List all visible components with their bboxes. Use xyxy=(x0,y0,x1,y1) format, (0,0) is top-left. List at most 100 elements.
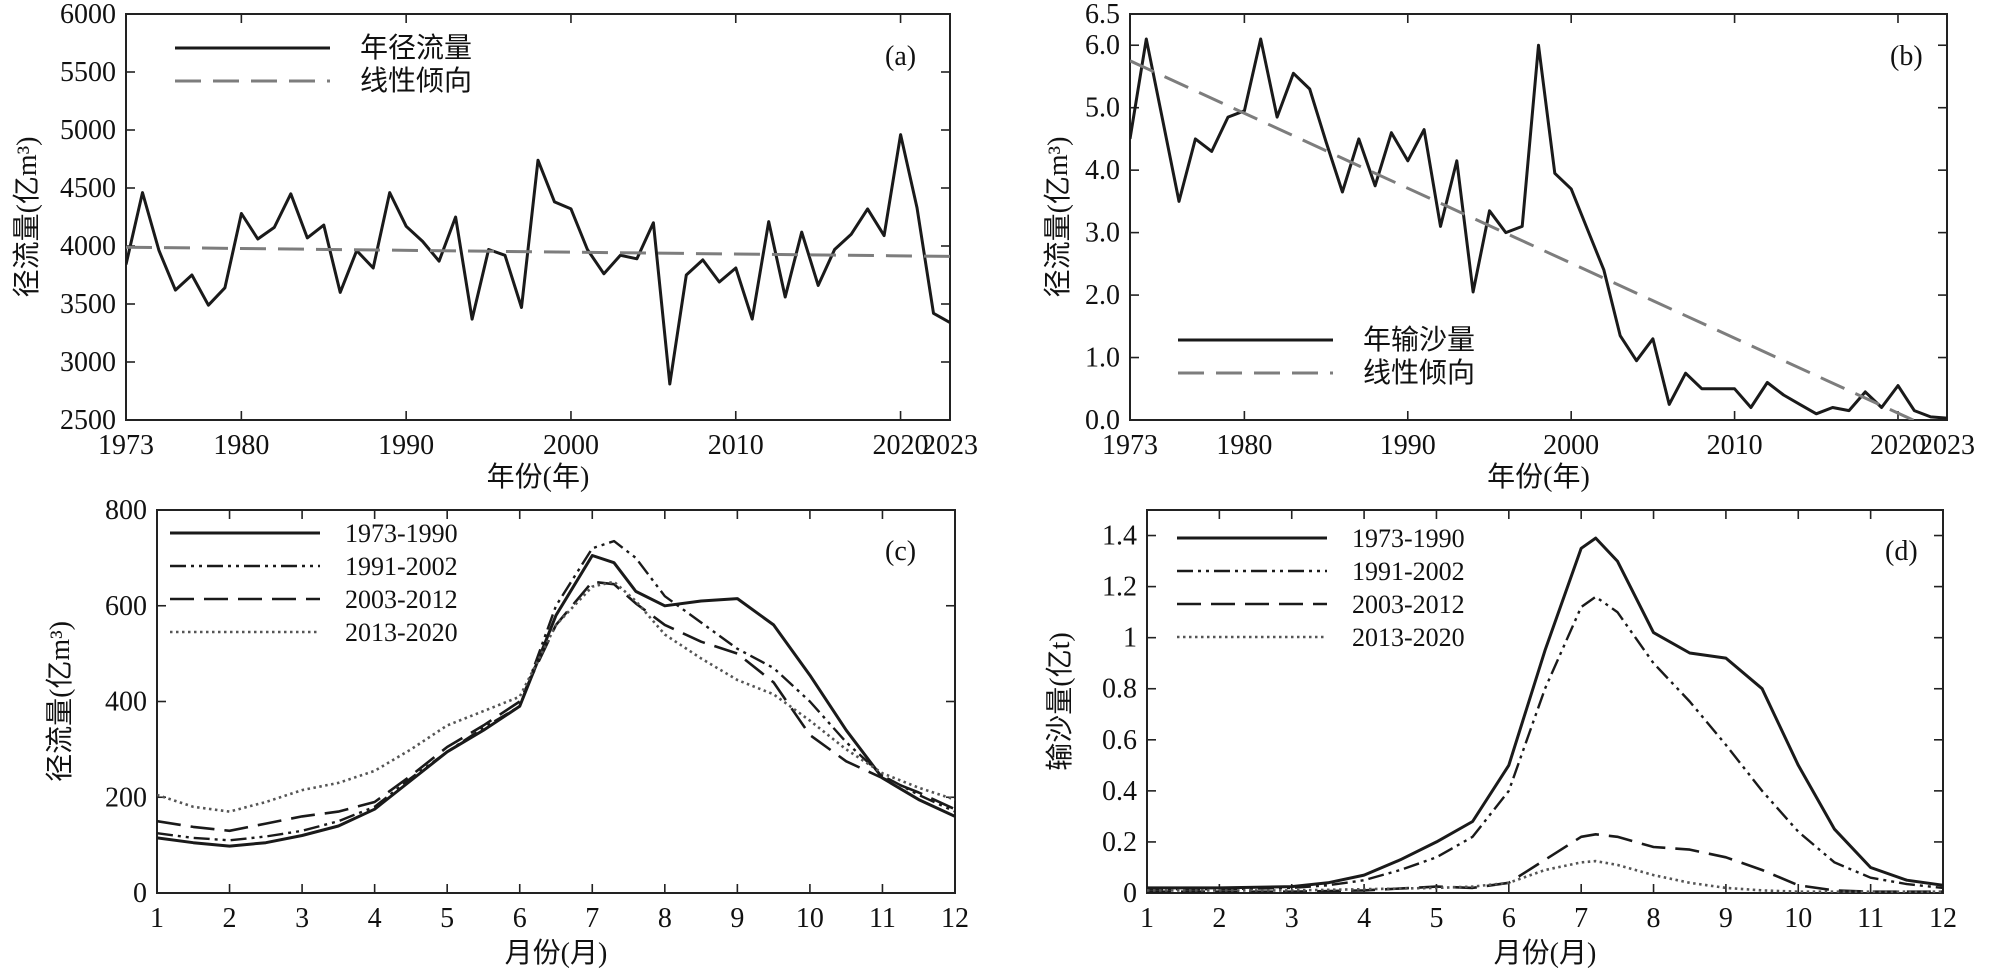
x-tick-label: 5 xyxy=(440,903,454,934)
x-axis-title: 月份(月) xyxy=(1494,937,1597,969)
legend-label: 1991-2002 xyxy=(345,552,458,581)
x-tick-label: 12 xyxy=(941,903,969,934)
y-tick-label: 400 xyxy=(105,687,147,718)
plot-frame-a xyxy=(125,13,951,421)
y-tick-label: 2.0 xyxy=(1085,280,1120,311)
x-tick-label: 1973 xyxy=(1102,430,1158,461)
plot-frame-b xyxy=(1129,13,1948,421)
y-tick-label: 600 xyxy=(105,591,147,622)
series-line-dotted xyxy=(1147,859,1943,893)
panel-label: (d) xyxy=(1885,536,1918,567)
y-tick-label: 0 xyxy=(133,878,147,909)
series-line-longdash xyxy=(1147,832,1943,893)
legend-label: 1973-1990 xyxy=(1352,524,1465,553)
x-tick-label: 10 xyxy=(1784,903,1812,934)
y-tick-label: 3.0 xyxy=(1085,218,1120,249)
x-tick-label: 11 xyxy=(869,903,896,934)
y-tick-label: 4.0 xyxy=(1085,155,1120,186)
plot-frame-d xyxy=(1146,509,1944,894)
series-line-dashed xyxy=(1130,59,1917,420)
y-tick-label: 1.4 xyxy=(1102,521,1137,552)
x-tick-label: 9 xyxy=(730,903,744,934)
x-tick-label: 12 xyxy=(1929,903,1957,934)
chart-panel-d: 00.20.40.60.811.21.41 2 3 4 5 6 7 8 9 10 11 12月份(月)… xyxy=(1044,509,1957,969)
x-tick-label: 2020 xyxy=(1870,430,1926,461)
y-tick-label: 0 xyxy=(1123,878,1137,909)
series-line-dashdotdot xyxy=(1147,595,1943,891)
legend-label: 1991-2002 xyxy=(1352,557,1465,586)
y-tick-label: 5.0 xyxy=(1085,93,1120,124)
chart-panel-b: 0.0 1.0 2.0 3.0 4.0 5.0 6.06.5 1973 1980 1990 2000… xyxy=(1042,0,1975,493)
series-line-dotted xyxy=(157,580,955,813)
series-group-c xyxy=(157,539,955,848)
x-tick-label: 1980 xyxy=(213,430,269,461)
x-axis-title: 年份(年) xyxy=(1487,461,1590,493)
x-tick-label: 2010 xyxy=(708,430,764,461)
y-tick-label: 5000 xyxy=(60,115,116,146)
x-axis-title: 年份(年) xyxy=(487,461,590,493)
y-tick-label: 3500 xyxy=(60,289,116,320)
panel-label: (a) xyxy=(885,41,916,72)
panel-label: (c) xyxy=(885,536,916,567)
chart-panel-a: 2500 3000 3500 4000 4500 5000 5500 6000 1973 1980… xyxy=(11,0,978,493)
y-tick-label: 6.5 xyxy=(1085,0,1120,30)
y-axis-title: 径流量(亿m³) xyxy=(44,621,76,782)
x-tick-label: 2 xyxy=(1212,903,1226,934)
legend-label: 1973-1990 xyxy=(345,519,458,548)
x-tick-label: 2023 xyxy=(922,430,978,461)
y-tick-label: 2500 xyxy=(60,405,116,436)
x-tick-label: 2000 xyxy=(543,430,599,461)
series-group-b xyxy=(1130,37,1947,420)
legend-label: 2013-2020 xyxy=(345,618,458,647)
x-tick-label: 6 xyxy=(513,903,527,934)
y-tick-label: 0.8 xyxy=(1102,674,1137,705)
y-tick-label: 1.0 xyxy=(1085,343,1120,374)
x-tick-label: 6 xyxy=(1502,903,1516,934)
y-tick-label: 0.2 xyxy=(1102,827,1137,858)
x-tick-label: 2010 xyxy=(1707,430,1763,461)
y-tick-label: 6.0 xyxy=(1085,30,1120,61)
y-tick-label: 1 xyxy=(1123,623,1137,654)
legend-label: 2013-2020 xyxy=(1352,623,1465,652)
x-tick-label: 2020 xyxy=(873,430,929,461)
x-tick-label: 3 xyxy=(1285,903,1299,934)
y-tick-label: 0.6 xyxy=(1102,725,1137,756)
x-tick-label: 1980 xyxy=(1216,430,1272,461)
series-line-solid xyxy=(157,554,955,848)
series-line-dashdotdot xyxy=(157,539,955,842)
x-tick-label: 1990 xyxy=(378,430,434,461)
panel-label: (b) xyxy=(1890,41,1923,72)
y-tick-label: 4500 xyxy=(60,173,116,204)
y-tick-label: 200 xyxy=(105,782,147,813)
x-tick-label: 10 xyxy=(796,903,824,934)
series-group-a xyxy=(126,133,950,386)
y-axis-title: 径流量(亿m³) xyxy=(1042,137,1074,298)
y-axis-title: 输沙量(亿t) xyxy=(1044,632,1076,770)
y-tick-label: 0.0 xyxy=(1085,405,1120,436)
x-tick-label: 3 xyxy=(295,903,309,934)
x-tick-label: 8 xyxy=(1647,903,1661,934)
y-tick-label: 1.2 xyxy=(1102,572,1137,603)
legend-label: 线性倾向 xyxy=(1363,357,1475,389)
y-tick-label: 3000 xyxy=(60,347,116,378)
legend-label: 年径流量 xyxy=(360,32,472,64)
series-line-longdash xyxy=(157,580,955,833)
y-tick-label: 6000 xyxy=(60,0,116,30)
y-tick-label: 5500 xyxy=(60,57,116,88)
series-line-dashed xyxy=(126,245,950,258)
series-group-d xyxy=(1147,536,1943,893)
y-tick-label: 0.4 xyxy=(1102,776,1137,807)
legend-label: 2003-2012 xyxy=(1352,590,1465,619)
x-axis-title: 月份(月) xyxy=(505,937,608,969)
legend-label: 线性倾向 xyxy=(360,65,472,97)
y-tick-label: 4000 xyxy=(60,231,116,262)
series-line-solid xyxy=(1147,536,1943,890)
x-tick-label: 1 xyxy=(150,903,164,934)
y-tick-label: 800 xyxy=(105,495,147,526)
x-tick-label: 8 xyxy=(658,903,672,934)
x-tick-label: 1990 xyxy=(1380,430,1436,461)
x-tick-label: 1973 xyxy=(98,430,154,461)
legend-label: 年输沙量 xyxy=(1363,324,1475,356)
x-tick-label: 2000 xyxy=(1543,430,1599,461)
